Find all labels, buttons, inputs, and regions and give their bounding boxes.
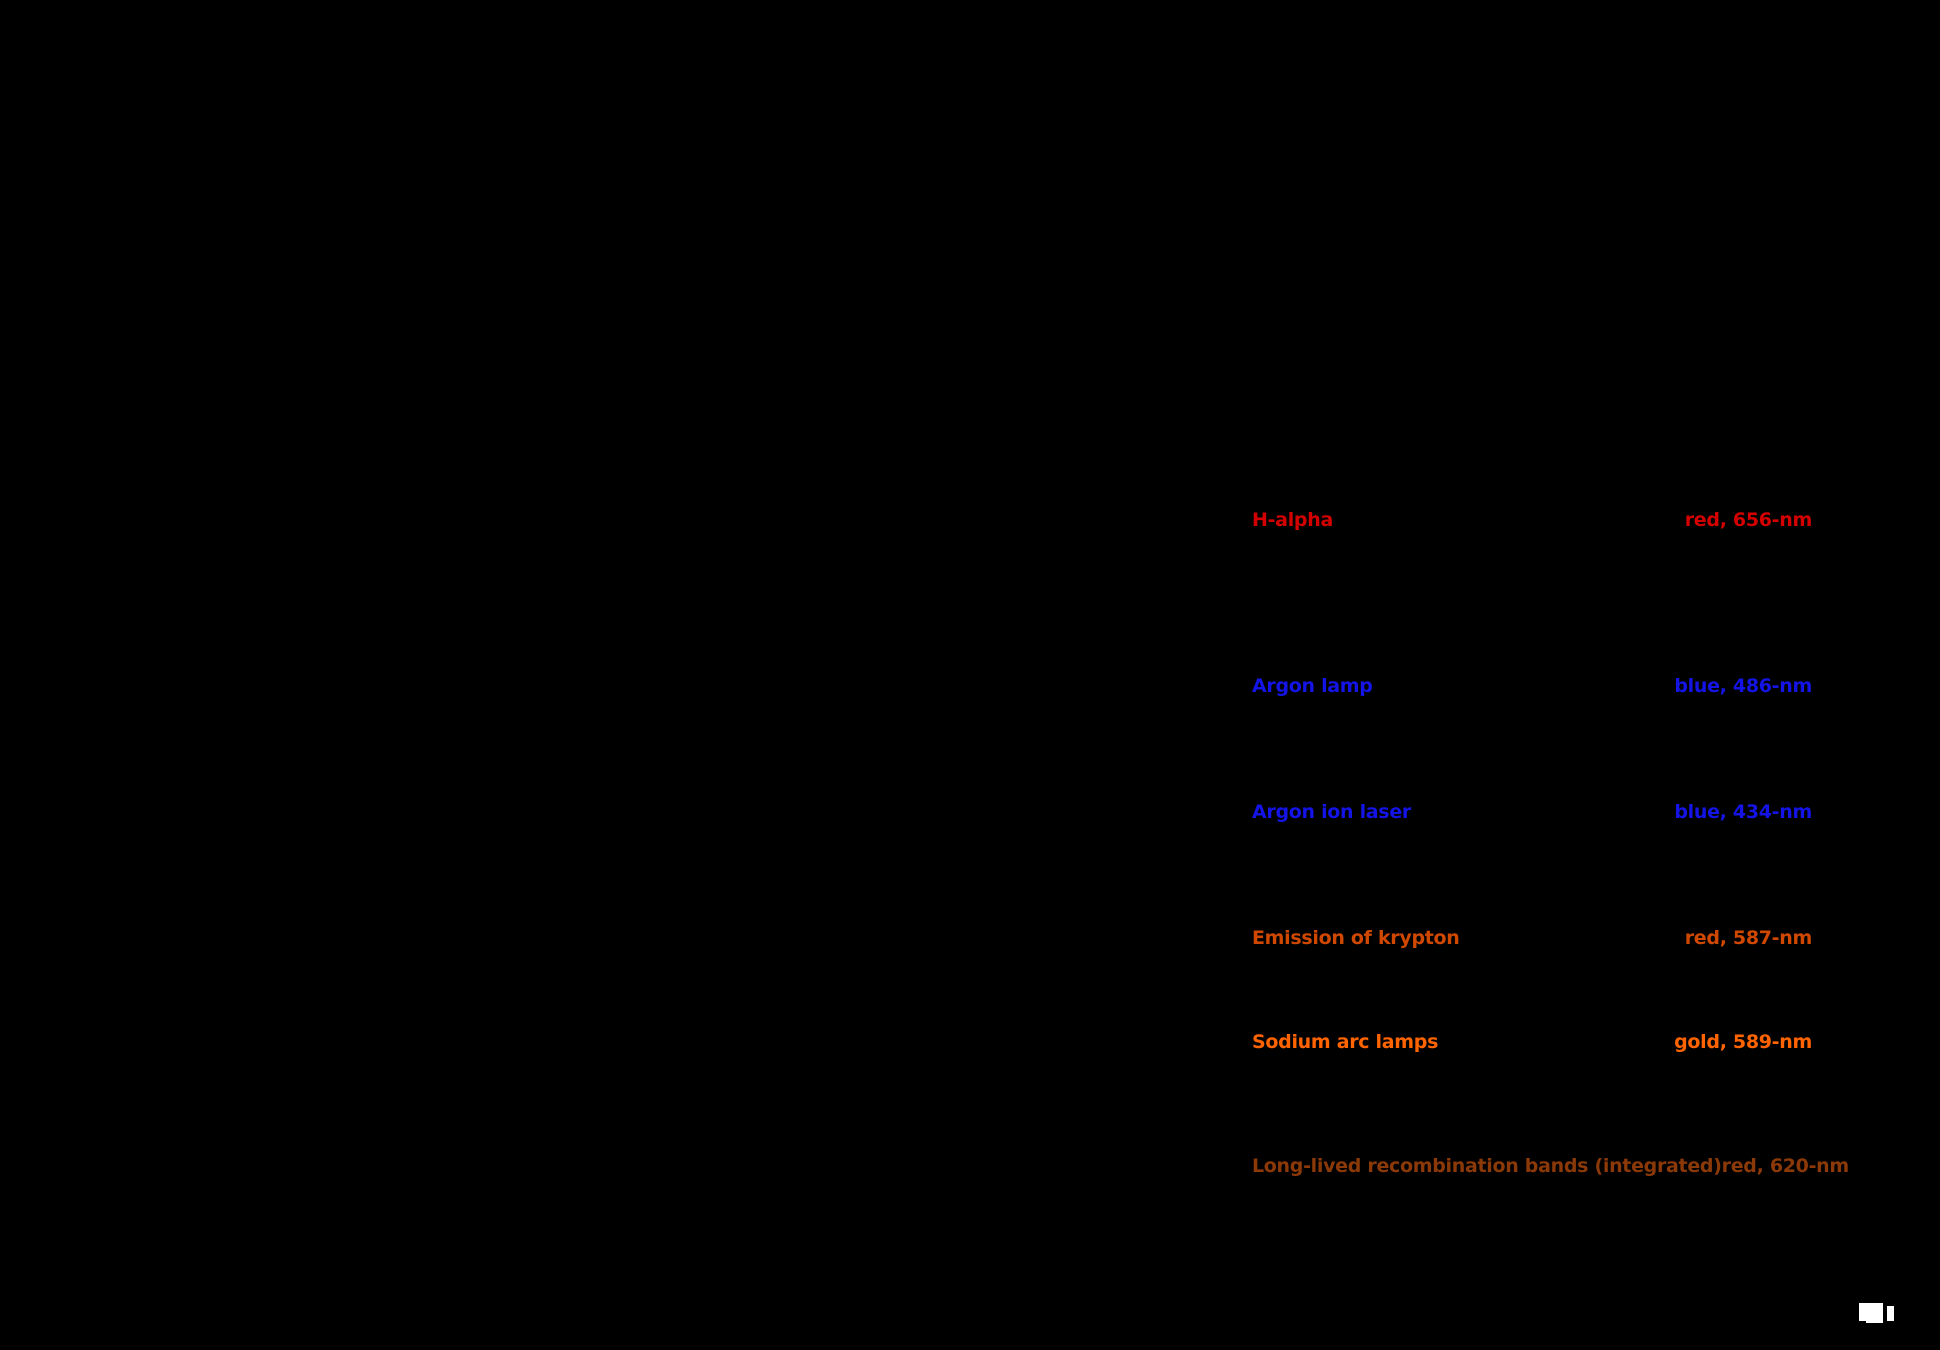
spectral-row: Argon lamp blue, 486-nm <box>1252 675 1812 697</box>
spectral-row-label: Argon lamp <box>1252 675 1373 697</box>
spectral-row: Argon ion laser blue, 434-nm <box>1252 801 1812 823</box>
spectral-row-label: H-alpha <box>1252 509 1333 531</box>
spectral-row-value: gold, 589-nm <box>1674 1031 1812 1053</box>
cursor-bar-icon <box>1887 1306 1894 1321</box>
spectral-row-label: Emission of krypton <box>1252 927 1460 949</box>
cursor-block-step-icon <box>1866 1317 1883 1323</box>
spectral-row-value: blue, 486-nm <box>1674 675 1812 697</box>
spectral-row-value: red, 587-nm <box>1684 927 1813 949</box>
cursor-block-icon <box>1859 1303 1883 1321</box>
spectral-row: Sodium arc lamps gold, 589-nm <box>1252 1031 1812 1053</box>
spectral-row-value: red, 620-nm <box>1721 1155 1850 1177</box>
spectral-row: Long-lived recombination bands (integrat… <box>1252 1155 1849 1177</box>
spectral-row-label: Argon ion laser <box>1252 801 1411 823</box>
spectral-row: H-alpha red, 656-nm <box>1252 509 1812 531</box>
spectral-row-value: red, 656-nm <box>1684 509 1813 531</box>
spectral-row-label: Long-lived recombination bands (integrat… <box>1252 1155 1722 1177</box>
spectral-row-label: Sodium arc lamps <box>1252 1031 1439 1053</box>
cursor-artifact <box>1859 1303 1895 1324</box>
spectral-row-value: blue, 434-nm <box>1674 801 1812 823</box>
spectral-row: Emission of krypton red, 587-nm <box>1252 927 1812 949</box>
